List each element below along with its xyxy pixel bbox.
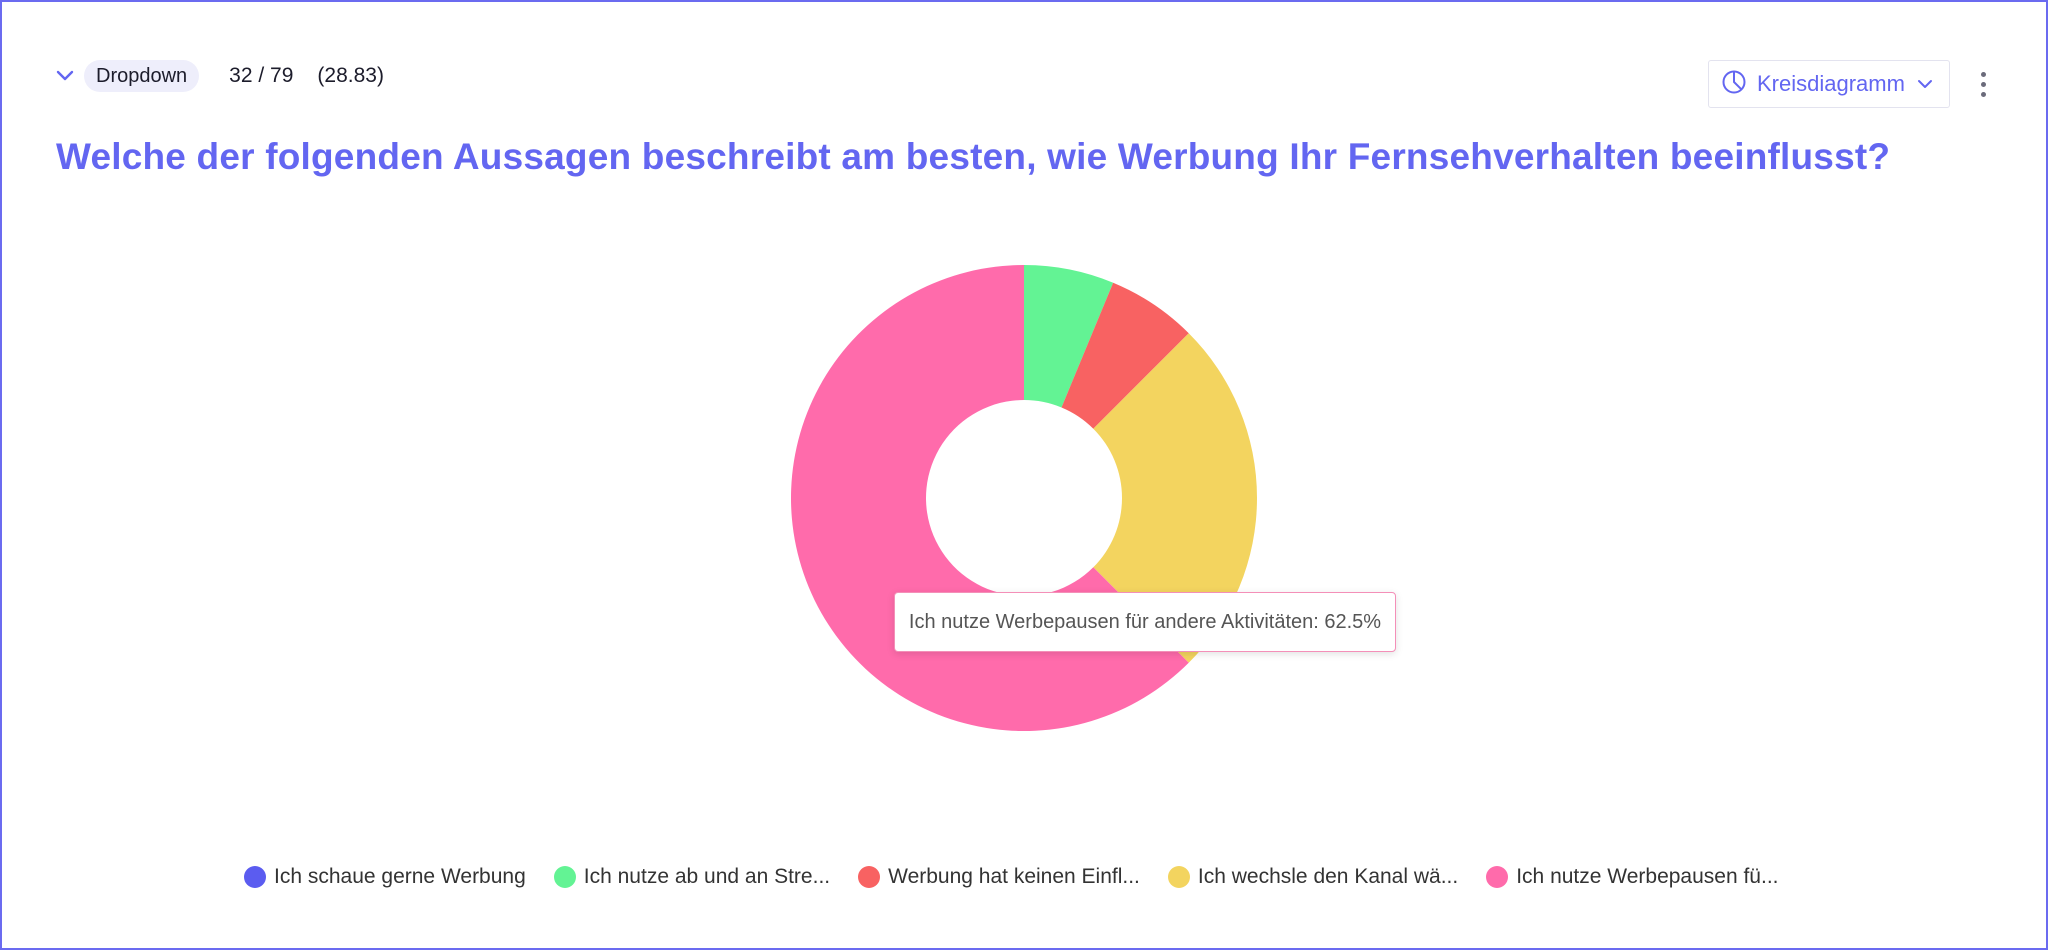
pie-slice[interactable]: [1024, 265, 1114, 408]
chart-tooltip: Ich nutze Werbepausen für andere Aktivit…: [894, 592, 1396, 652]
legend-label: Ich nutze Werbepausen fü...: [1516, 865, 1779, 888]
legend-dot-icon: [244, 866, 266, 888]
legend-label: Ich nutze ab und an Stre...: [583, 865, 831, 888]
collapse-chevron-icon[interactable]: [54, 65, 76, 87]
question-meta: Dropdown 32 / 79 (28.83): [54, 58, 384, 94]
legend-label: Werbung hat keinen Einfl...: [888, 865, 1140, 888]
legend-item[interactable]: Ich wechsle den Kanal wä...: [1167, 865, 1459, 889]
legend-item[interactable]: Ich schaue gerne Werbung: [244, 865, 526, 889]
chart-type-label: Kreisdiagramm: [1757, 71, 1905, 96]
legend-item[interactable]: Ich nutze Werbepausen fü...: [1486, 865, 1779, 889]
legend-dot-icon: [1486, 866, 1509, 888]
average-value: (28.83): [317, 64, 384, 87]
legend-item[interactable]: Werbung hat keinen Einfl...: [858, 865, 1140, 889]
chart-type-dropdown[interactable]: Kreisdiagramm: [1708, 60, 1950, 108]
legend-label: Ich schaue gerne Werbung: [274, 865, 526, 888]
chart-legend: Ich schaue gerne Werbung Ich nutze ab und…: [244, 862, 1807, 892]
legend-dot-icon: [858, 866, 881, 888]
question-title: Welche der folgenden Aussagen beschreibt…: [56, 136, 1891, 177]
pie-chart-icon: [1721, 69, 1747, 100]
pie-slice[interactable]: [1061, 282, 1189, 429]
chevron-down-icon: [1917, 79, 1933, 89]
response-count: 32 / 79: [229, 64, 294, 87]
pie-slice[interactable]: [1093, 333, 1258, 663]
more-options-icon[interactable]: [1970, 64, 1996, 104]
legend-dot-icon: [553, 866, 576, 888]
legend-item[interactable]: Ich nutze ab und an Stre...: [553, 865, 831, 889]
question-type-badge: Dropdown: [84, 60, 200, 92]
legend-dot-icon: [1167, 866, 1190, 888]
legend-label: Ich wechsle den Kanal wä...: [1197, 865, 1459, 888]
